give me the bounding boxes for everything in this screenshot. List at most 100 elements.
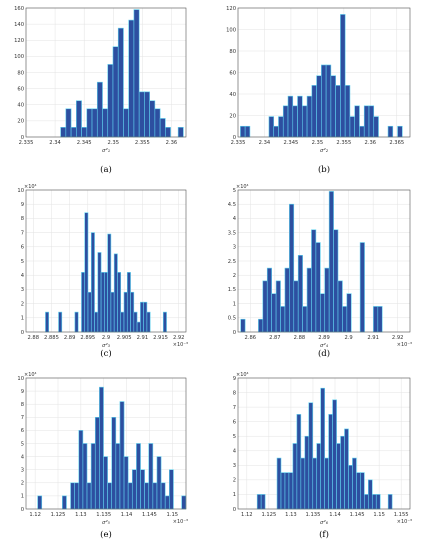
histogram-bar <box>74 482 80 510</box>
y-tick-label: 4 <box>21 454 25 460</box>
histogram-bar <box>268 116 275 138</box>
histogram-bar <box>144 482 150 510</box>
y-tick-label: 4 <box>233 449 237 455</box>
histogram-bar <box>293 280 299 333</box>
histogram-bar <box>316 75 322 138</box>
histogram-bar <box>344 428 349 510</box>
histogram-bar <box>169 469 174 510</box>
y-tick-label: 100 <box>226 27 236 33</box>
x-tick-label: 2.345 <box>77 140 92 146</box>
x-tick-label: 1.145 <box>142 512 157 518</box>
histogram-bar <box>62 495 67 510</box>
histogram-bar <box>86 108 93 138</box>
x-multiplier-label: ×10⁻³ <box>397 342 412 348</box>
histogram-bar <box>262 280 268 333</box>
y-tick-label: 120 <box>226 6 236 12</box>
histogram-bar <box>360 472 365 510</box>
y-tick-label: 160 <box>14 6 24 12</box>
histogram-bar <box>364 494 369 510</box>
histogram-bar <box>160 482 166 510</box>
y-tick-label: 100 <box>14 54 24 60</box>
y-tick-label: 8 <box>21 216 24 222</box>
histogram-bar <box>306 95 313 138</box>
histogram-bar <box>130 291 135 333</box>
histogram-bar <box>292 105 298 138</box>
plot-frame <box>237 7 411 138</box>
histogram-bar <box>144 91 150 138</box>
histogram-panel: 0 1 2 3 4 5 6 7 8 9 1.12 1.125 1.13 1.135 1.14 1.145 1.1… <box>233 372 412 540</box>
histogram-bar <box>84 212 89 333</box>
histogram-bar <box>349 116 355 138</box>
histogram-bar <box>240 318 246 333</box>
histogram-bar <box>91 108 98 138</box>
histogram-bar <box>90 232 95 333</box>
x-multiplier-label: ×10⁻³ <box>173 342 188 348</box>
histogram-bar <box>58 311 63 333</box>
histogram-bar <box>280 472 286 510</box>
y-tick-label: 4 <box>233 216 237 222</box>
x-tick-label: 2.9 <box>344 335 352 341</box>
y-multiplier-label: ×10⁴ <box>236 184 249 190</box>
histogram-bar <box>287 95 294 138</box>
x-tick-label: 2.89 <box>64 335 76 341</box>
histogram-bar <box>96 81 103 138</box>
x-tick-label: 2.89 <box>318 335 330 341</box>
y-tick-label: 8 <box>21 402 24 408</box>
histogram-bar <box>140 301 144 333</box>
histogram-bar <box>335 85 341 138</box>
x-tick-label: 2.885 <box>44 335 59 341</box>
panel-caption: (d) <box>318 348 330 359</box>
histogram-bar <box>297 95 303 138</box>
y-tick-label: 9 <box>21 202 24 208</box>
y-tick-label: 1 <box>233 301 236 307</box>
y-tick-label: 4 <box>21 273 25 279</box>
x-axis-label: σ²₆ <box>320 519 329 526</box>
histogram-bar <box>333 229 339 333</box>
histogram-bar <box>368 105 375 138</box>
histogram-bar <box>288 472 294 510</box>
histogram-bar <box>128 19 135 138</box>
y-tick-label: 10 <box>17 376 24 382</box>
histogram-bar <box>330 75 336 138</box>
histogram-bar <box>78 430 84 510</box>
histogram-bar <box>112 46 119 138</box>
histogram-bar <box>123 456 129 510</box>
plot-frame <box>237 189 411 333</box>
y-tick-label: 5 <box>21 259 24 265</box>
y-multiplier-label: ×10⁴ <box>24 372 37 378</box>
histogram-bar <box>260 494 266 510</box>
x-multiplier-label: ×10⁻³ <box>173 519 188 525</box>
x-tick-label: 1.125 <box>261 512 276 518</box>
histogram-bar <box>321 64 327 138</box>
x-tick-label: 1.15 <box>167 512 179 518</box>
histogram-bar <box>346 293 352 333</box>
panel-caption: (a) <box>100 164 112 175</box>
y-tick-label: 6 <box>21 245 24 251</box>
y-tick-label: 3 <box>21 287 24 293</box>
histogram-bar <box>273 125 279 138</box>
x-tick-label: 2.92 <box>173 335 185 341</box>
x-tick-label: 2.895 <box>80 335 95 341</box>
histogram-bar <box>127 482 133 510</box>
histogram-panel: 0 1 2 3 4 5 6 7 8 9 10 1.12 1.125 1.13 1.135 1.14 1.145 1… <box>17 372 188 540</box>
histogram-bar <box>94 311 99 333</box>
x-tick-label: 1.14 <box>329 512 341 518</box>
x-tick-label: 2.34 <box>259 140 271 146</box>
histogram-bar <box>74 311 79 333</box>
x-tick-label: 2.34 <box>49 140 61 146</box>
histogram-bar <box>342 306 348 333</box>
x-axis-label: σ²₂ <box>320 147 329 154</box>
x-tick-label: 2.35 <box>107 140 119 146</box>
y-tick-label: 5 <box>233 188 236 194</box>
x-tick-label: 1.125 <box>51 512 66 518</box>
histogram-bar <box>117 272 122 333</box>
y-tick-label: 1 <box>21 494 24 500</box>
histogram-bar <box>119 401 125 510</box>
y-tick-label: 5 <box>21 441 24 447</box>
histogram-panel: 0 20 40 60 80 100 120 2.335 2.34 2.345 2.35 2.355 2.… <box>226 6 411 175</box>
histogram-bar <box>81 272 86 333</box>
histogram-bar <box>296 414 302 510</box>
histogram-bar <box>340 435 345 510</box>
histogram-bar <box>328 191 334 333</box>
histogram-bar <box>136 443 141 510</box>
